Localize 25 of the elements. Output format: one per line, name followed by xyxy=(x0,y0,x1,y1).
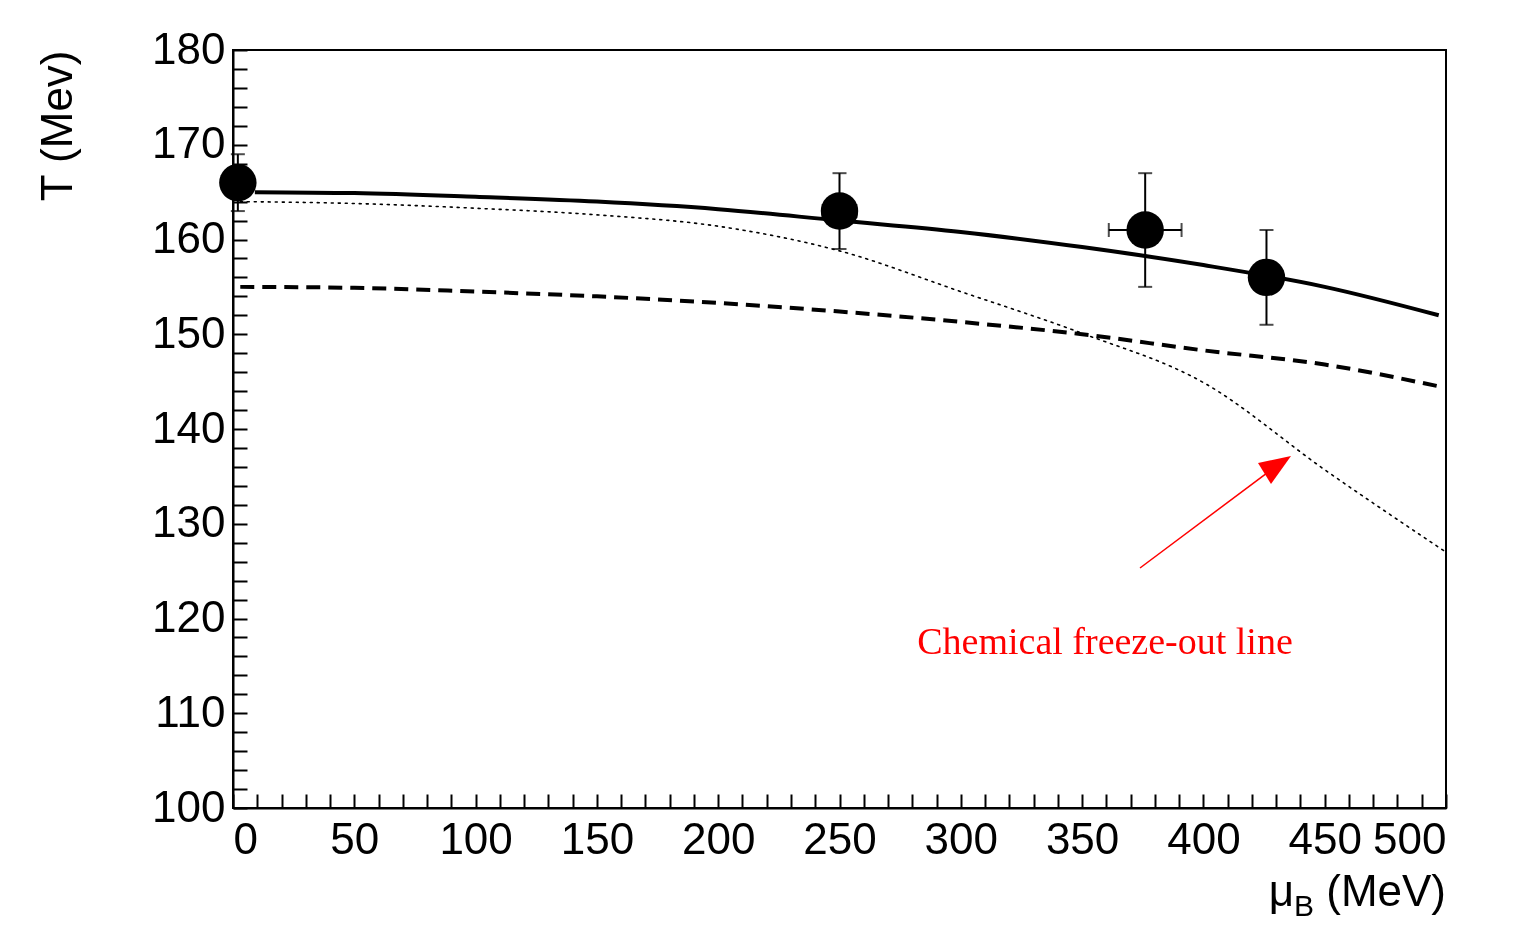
x-tick-label: 250 xyxy=(803,813,877,863)
y-axis-title: T (Mev) xyxy=(31,50,81,202)
y-tick-label: 140 xyxy=(152,402,226,452)
x-tick-label: 500 xyxy=(1373,813,1447,863)
y-tick-label: 120 xyxy=(152,592,226,641)
y-tick-label: 170 xyxy=(152,118,226,168)
y-tick-label: 160 xyxy=(152,213,226,262)
y-tick-label: 110 xyxy=(155,686,226,736)
x-tick-label: 200 xyxy=(681,813,756,863)
x-tick-label: 0 xyxy=(233,813,258,863)
x-tick-label: 100 xyxy=(439,813,513,863)
x-tick-label: 50 xyxy=(330,813,380,863)
y-tick-label: 100 xyxy=(152,781,226,831)
y-tick-label: 150 xyxy=(152,307,226,357)
x-tick-label: 400 xyxy=(1167,813,1241,863)
y-tick-label: 180 xyxy=(152,23,226,73)
y-tick-label: 130 xyxy=(152,497,226,547)
x-tick-label: 450 xyxy=(1288,813,1362,863)
x-axis-title: μ$_{B}$ (MeV) xyxy=(1268,866,1446,923)
point xyxy=(219,163,257,202)
point xyxy=(1247,258,1286,297)
annotation: Chemical freeze-out line xyxy=(917,620,1293,662)
x-tick-label: 350 xyxy=(1045,813,1120,863)
x-tick-label: 150 xyxy=(560,813,635,863)
x-tick-label: 300 xyxy=(924,813,999,863)
